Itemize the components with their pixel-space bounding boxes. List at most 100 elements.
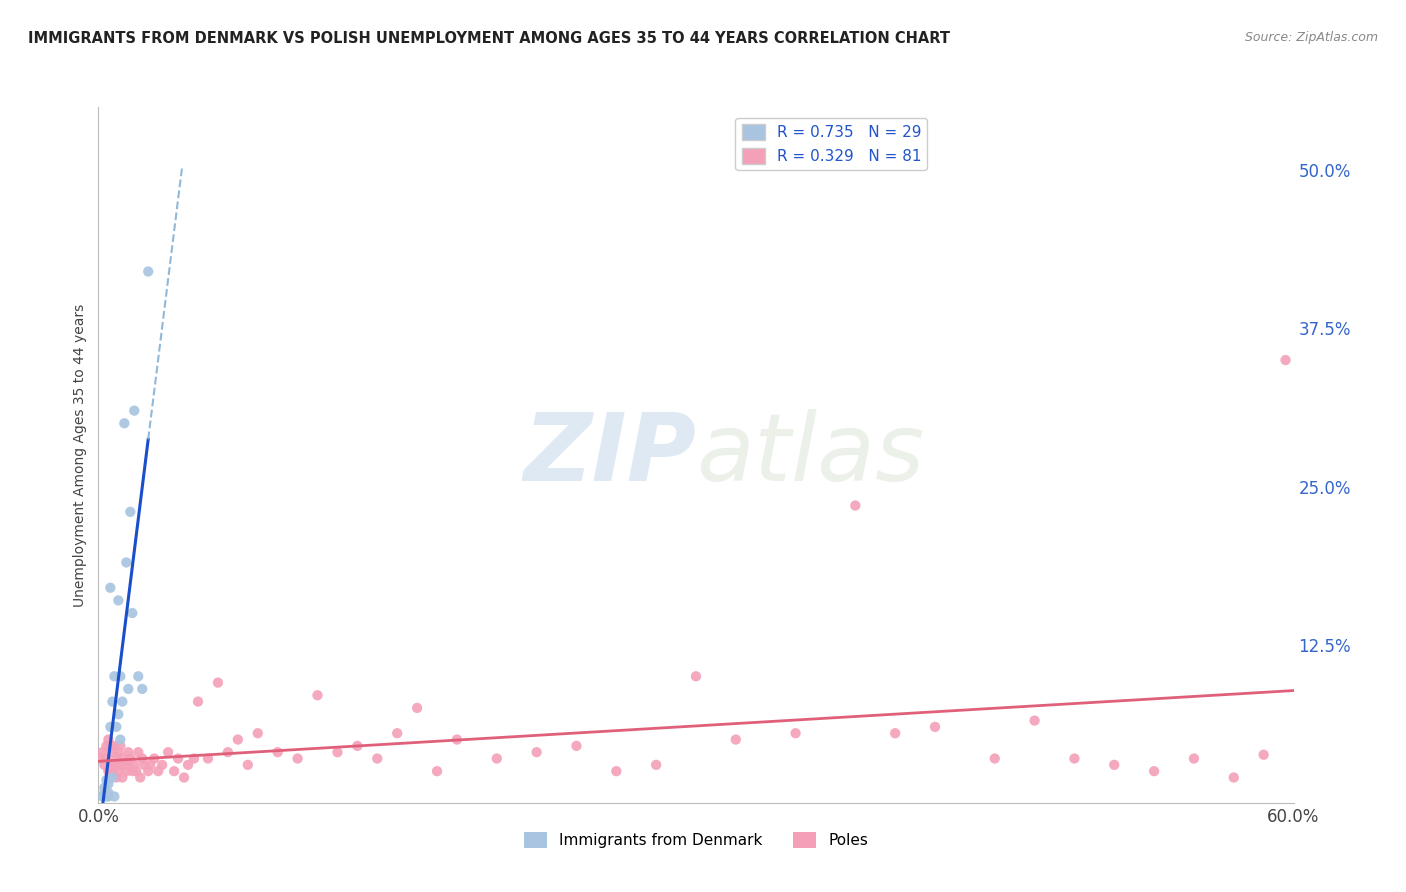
Point: [485, 751, 508, 765]
Point: [1104, 757, 1126, 772]
Point: [97, 764, 120, 779]
Point: [107, 745, 129, 759]
Point: [685, 669, 707, 683]
Point: [124, 403, 146, 417]
Point: [226, 732, 249, 747]
Point: [97, 789, 120, 804]
Point: [884, 726, 907, 740]
Text: atlas: atlas: [696, 409, 924, 500]
Point: [120, 751, 142, 765]
Point: [173, 771, 195, 785]
Point: [1253, 747, 1275, 762]
Point: [207, 675, 229, 690]
Point: [98, 739, 122, 753]
Point: [385, 726, 409, 740]
Point: [645, 757, 668, 772]
Point: [127, 745, 149, 759]
Point: [96, 789, 118, 804]
Point: [157, 745, 180, 759]
Point: [101, 695, 124, 709]
Point: [101, 745, 124, 759]
Point: [97, 786, 120, 800]
Point: [984, 751, 1007, 765]
Point: [127, 669, 149, 683]
Point: [724, 732, 747, 747]
Point: [148, 764, 170, 779]
Text: IMMIGRANTS FROM DENMARK VS POLISH UNEMPLOYMENT AMONG AGES 35 TO 44 YEARS CORRELA: IMMIGRANTS FROM DENMARK VS POLISH UNEMPL…: [28, 31, 950, 46]
Point: [97, 732, 120, 747]
Point: [96, 751, 118, 765]
Point: [117, 745, 139, 759]
Point: [785, 726, 807, 740]
Legend: Immigrants from Denmark, Poles: Immigrants from Denmark, Poles: [517, 826, 875, 855]
Point: [110, 739, 132, 753]
Point: [131, 751, 153, 765]
Point: [844, 499, 866, 513]
Point: [366, 751, 388, 765]
Point: [526, 745, 548, 759]
Point: [236, 757, 259, 772]
Point: [120, 505, 142, 519]
Point: [105, 771, 128, 785]
Point: [446, 732, 468, 747]
Point: [217, 745, 239, 759]
Point: [139, 757, 162, 772]
Point: [117, 681, 139, 696]
Point: [129, 771, 152, 785]
Point: [1063, 751, 1085, 765]
Point: [103, 789, 125, 804]
Point: [98, 720, 122, 734]
Point: [326, 745, 349, 759]
Point: [406, 701, 429, 715]
Point: [1223, 771, 1246, 785]
Point: [143, 751, 166, 765]
Point: [121, 606, 143, 620]
Point: [267, 745, 290, 759]
Point: [112, 417, 135, 431]
Point: [98, 581, 122, 595]
Point: [1274, 353, 1296, 368]
Point: [103, 739, 125, 753]
Point: [136, 264, 159, 278]
Point: [110, 732, 132, 747]
Point: [105, 720, 128, 734]
Point: [103, 669, 125, 683]
Point: [107, 593, 129, 607]
Point: [605, 764, 627, 779]
Point: [307, 688, 329, 702]
Point: [93, 786, 115, 800]
Point: [93, 780, 115, 795]
Point: [1182, 751, 1205, 765]
Point: [187, 695, 209, 709]
Point: [107, 764, 129, 779]
Point: [183, 751, 205, 765]
Point: [124, 757, 146, 772]
Point: [89, 751, 111, 765]
Point: [246, 726, 269, 740]
Point: [565, 739, 588, 753]
Point: [115, 556, 138, 570]
Point: [117, 757, 139, 772]
Point: [924, 720, 946, 734]
Point: [163, 764, 186, 779]
Point: [111, 751, 134, 765]
Point: [103, 757, 125, 772]
Point: [287, 751, 309, 765]
Y-axis label: Unemployment Among Ages 35 to 44 years: Unemployment Among Ages 35 to 44 years: [73, 303, 87, 607]
Point: [115, 764, 138, 779]
Point: [125, 764, 148, 779]
Point: [197, 751, 219, 765]
Text: Source: ZipAtlas.com: Source: ZipAtlas.com: [1244, 31, 1378, 45]
Point: [101, 764, 124, 779]
Point: [150, 757, 173, 772]
Point: [346, 739, 368, 753]
Point: [111, 771, 134, 785]
Point: [98, 757, 122, 772]
Point: [91, 745, 114, 759]
Point: [134, 757, 156, 772]
Point: [96, 739, 118, 753]
Text: ZIP: ZIP: [523, 409, 696, 501]
Point: [1143, 764, 1166, 779]
Point: [93, 757, 115, 772]
Point: [136, 764, 159, 779]
